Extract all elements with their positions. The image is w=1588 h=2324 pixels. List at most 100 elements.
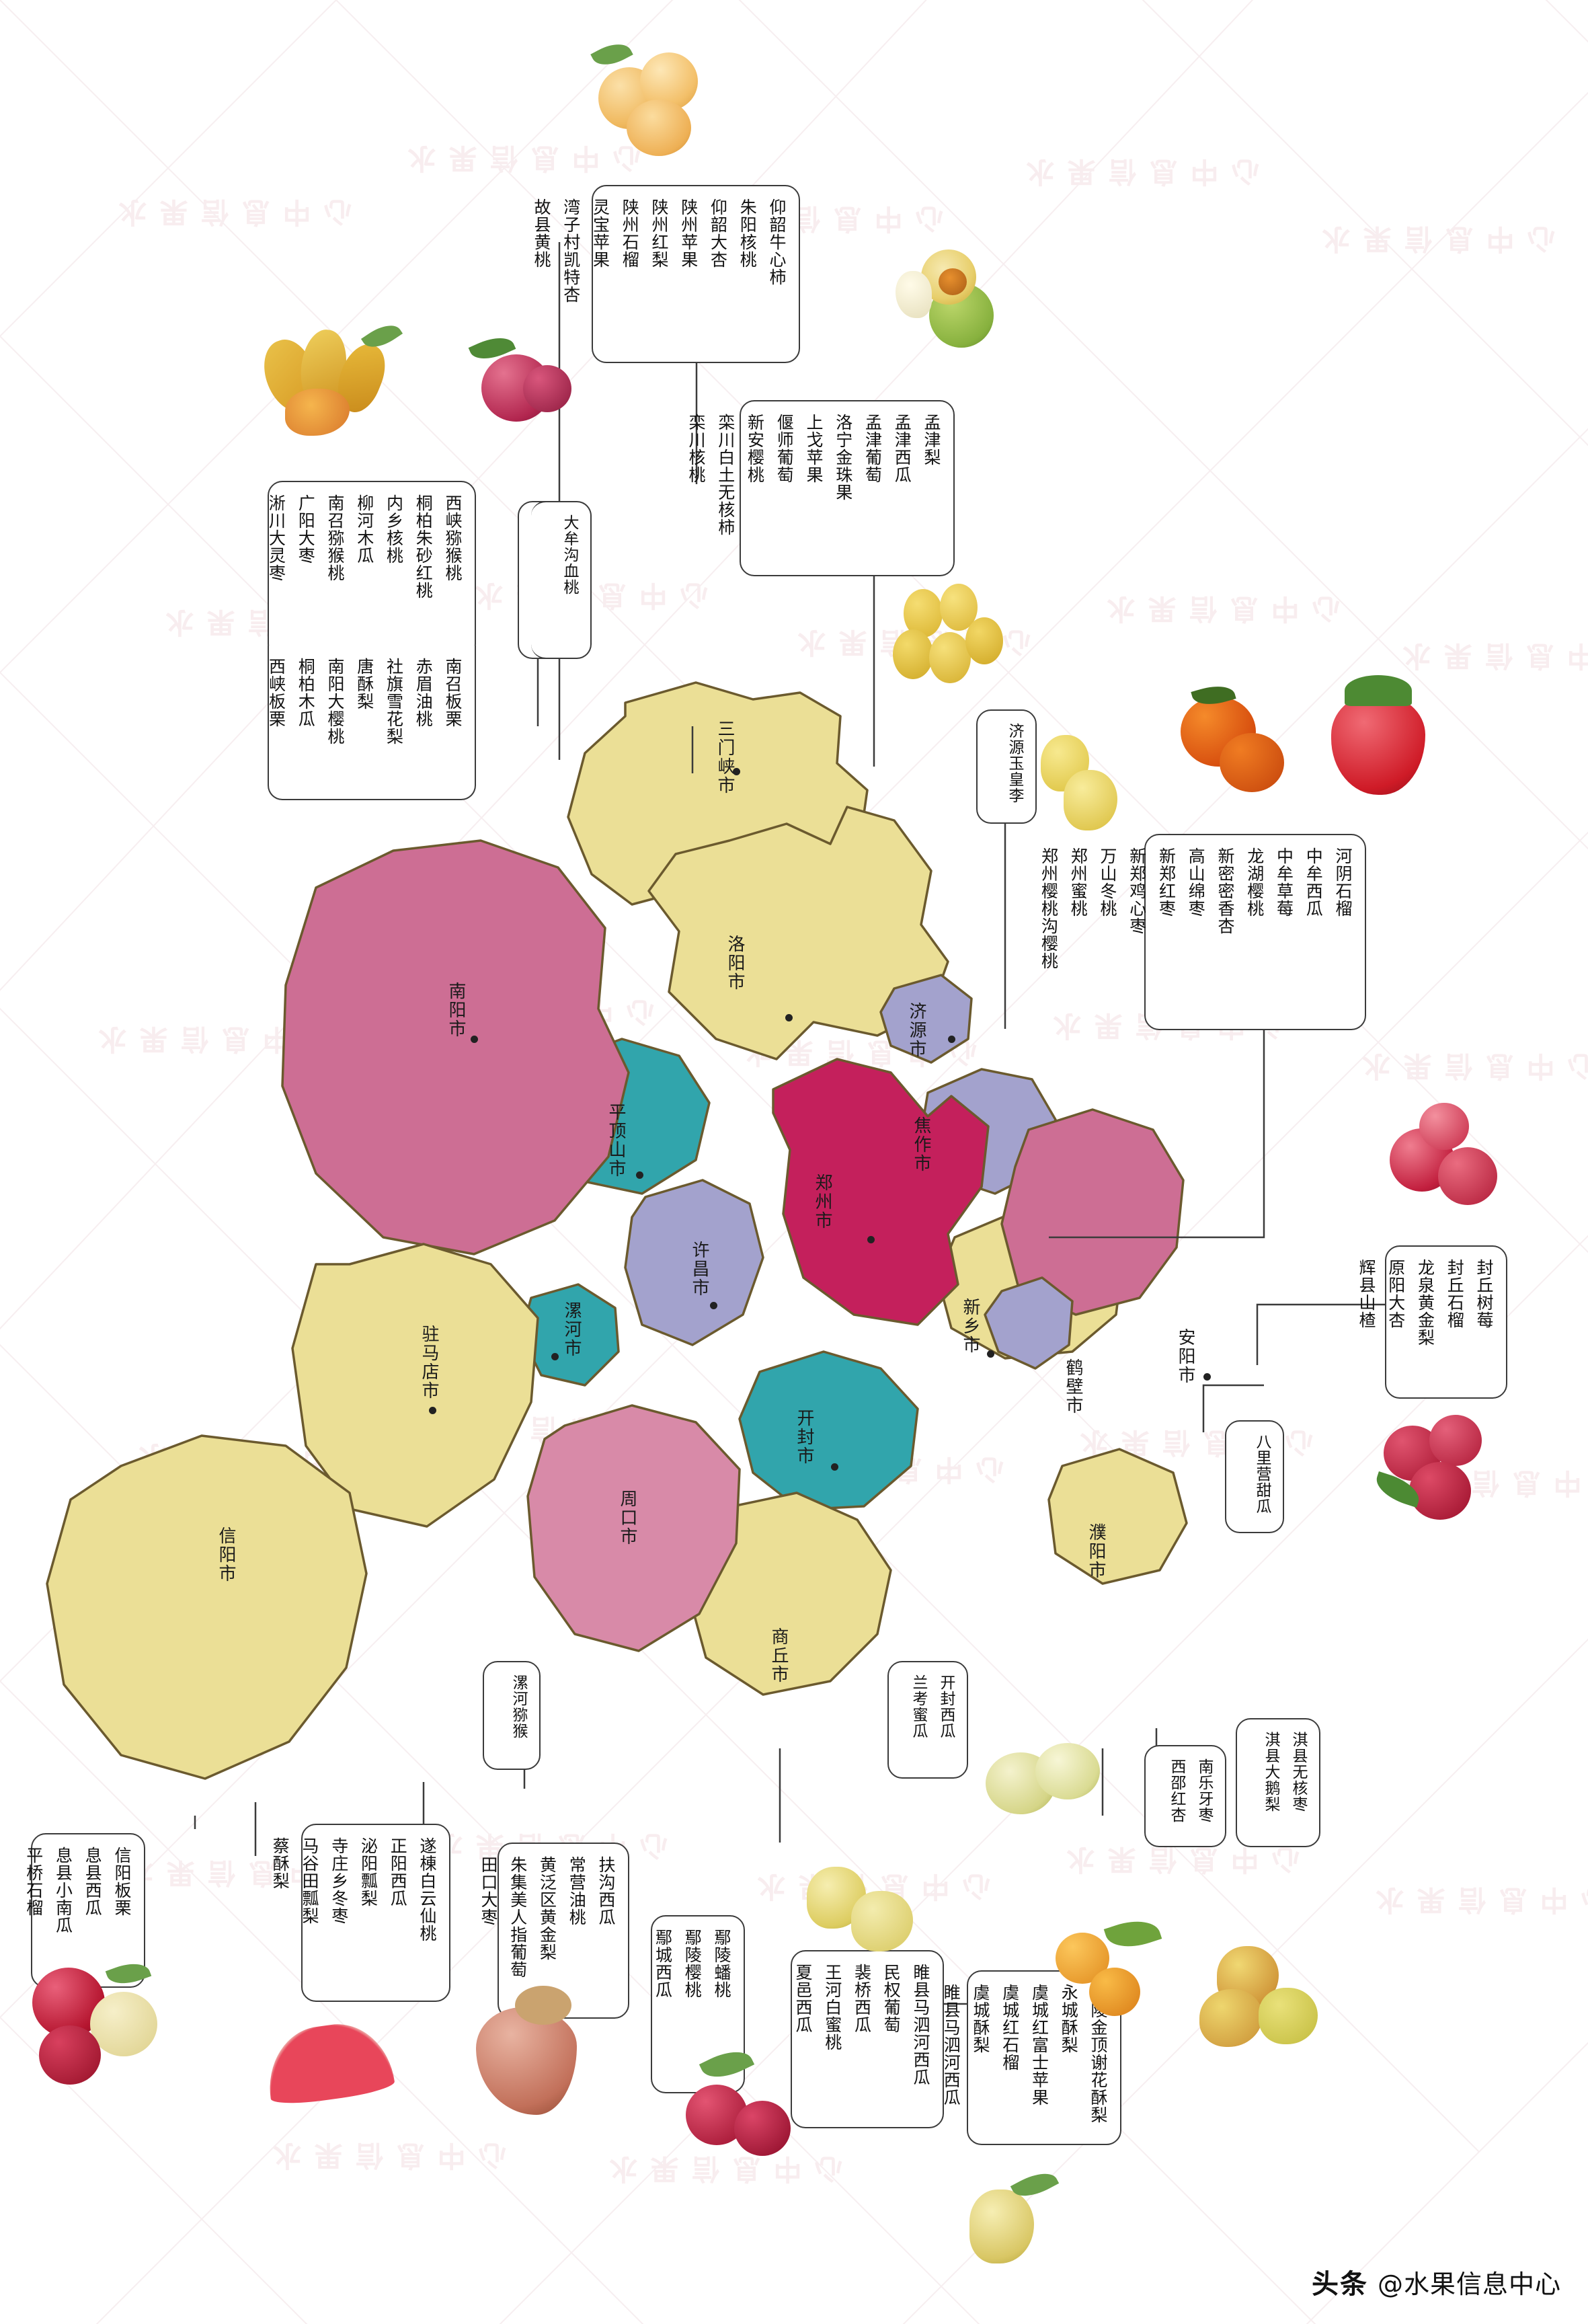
city-dot-zhumadian: [429, 1407, 436, 1414]
footer-credit: 头条 @水果信息中心: [1312, 2262, 1561, 2301]
callout-balìying[interactable]: 八里营甜瓜: [1225, 1420, 1284, 1533]
region-xinyang: [46, 1434, 368, 1780]
callout-col: 永城酥梨: [1059, 1984, 1079, 2054]
city-label-luohe: 漯河市: [561, 1301, 582, 1358]
callout-col: 封丘树莓: [1474, 1259, 1494, 1329]
city-label-shangqiu: 商丘市: [768, 1627, 789, 1684]
callout-col: 高山绵枣: [1186, 847, 1206, 917]
callout-col: 桐柏木瓜: [296, 658, 316, 728]
callout-col: 西邵红杏: [1167, 1758, 1185, 1823]
callout-yanling[interactable]: 鄢陵蟠桃 鄢陵樱桃 鄢城西瓜: [651, 1915, 745, 2093]
callout-col: 虞城酥梨: [971, 1984, 990, 2054]
city-label-zhoukou: 周口市: [617, 1489, 637, 1546]
callout-shangqiu-east[interactable]: 睢县马泗河西瓜 民权葡萄 裴桥西瓜 王河白蜜桃 夏邑西瓜: [791, 1950, 944, 2128]
callout-col: 南阳大樱桃: [325, 658, 345, 745]
callout-jiyuan[interactable]: 济源玉皇李: [976, 709, 1037, 824]
callout-zhengzhou[interactable]: 河阴石榴 中牟西瓜 中牟草莓 龙湖樱桃 新密密香杏 高山绵枣 新郑红枣 新郑鸡心…: [1039, 834, 1366, 1030]
callout-col: 淇县大鹅梨: [1261, 1732, 1279, 1812]
callout-col: 扶沟西瓜: [596, 1856, 616, 1926]
callout-luohe[interactable]: 漯河猕猴: [483, 1661, 541, 1770]
callout-xinxiang[interactable]: 封丘树莓 封丘石榴 龙泉黄金梨 原阳大杏 辉县山楂: [1357, 1245, 1507, 1399]
callout-col: 洛宁金珠果: [833, 414, 853, 501]
callout-damougou[interactable]: 大牟沟血桃: [531, 501, 592, 659]
city-dot-nanyang: [471, 1036, 478, 1043]
callout-col: 新郑鸡心枣: [1127, 847, 1147, 935]
city-dot-kaifeng: [831, 1463, 838, 1471]
callout-col: 故县黄桃: [532, 198, 551, 268]
callout-col: 夏邑西瓜: [793, 1964, 813, 2034]
callout-col: 孟津梨: [922, 414, 941, 466]
city-dot-luoyang: [785, 1014, 793, 1021]
callout-col: 信阳板栗: [112, 1847, 132, 1916]
callout-col: 内乡核桃: [384, 494, 404, 564]
account-handle: @水果信息中心: [1377, 2269, 1561, 2299]
city-dot-sanmenxia: [733, 768, 740, 775]
callout-col: 辉县山楂: [1357, 1259, 1376, 1329]
callout-col: 封丘石榴: [1445, 1259, 1465, 1329]
callout-col: 睢县马泗河西瓜: [911, 1964, 930, 2086]
callout-col: 河阴石榴: [1333, 847, 1353, 917]
callout-zhumadian[interactable]: 遂棟白云仙桃 正阳西瓜 泌阳瓢梨 寺庄乡冬枣 马谷田瓢梨 蔡酥梨: [270, 1824, 450, 2002]
callout-luoyang[interactable]: 孟津梨 孟津西瓜 孟津葡萄 洛宁金珠果 上戈苹果 偃师葡萄 新安樱桃 栾川白土无…: [686, 400, 955, 576]
callout-sanmenxia[interactable]: 仰韶牛心柿 朱阳核桃 仰韶大杏 陕州苹果 陕州红梨 陕州石榴 灵宝苹果 湾子村凯…: [532, 185, 800, 363]
city-dot-luohe: [551, 1353, 559, 1360]
callout-nanyang-2[interactable]: 南召板栗 赤眉油桃 社旗雪花梨 唐酥梨 南阳大樱桃 桐柏木瓜 西峡板栗: [266, 646, 476, 800]
callout-kaifeng[interactable]: 开封西瓜 兰考蜜瓜: [887, 1661, 968, 1779]
city-label-nanyang: 南阳市: [446, 982, 466, 1038]
callout-puyang[interactable]: 南乐牙枣 西邵红杏: [1144, 1745, 1226, 1847]
callout-col: 漯河猕猴: [510, 1674, 527, 1739]
city-label-xinxiang: 新乡市: [960, 1298, 980, 1354]
callout-col: 陕州石榴: [620, 198, 640, 268]
callout-col: 栾川核桃: [686, 414, 706, 483]
callout-col: 虞城红富士苹果: [1029, 1984, 1049, 2106]
callout-col: 南召板栗: [443, 658, 463, 728]
callout-nanyang[interactable]: 西峡猕猴桃 桐柏朱砂红桃 内乡核桃 柳河木瓜 南召猕猴桃 广阳大枣 淅川大灵枣: [266, 481, 476, 659]
callout-col: 万山冬桃: [1098, 847, 1117, 917]
city-label-luoyang: 洛阳市: [725, 935, 745, 991]
callout-col: 田口大枣: [479, 1856, 498, 1926]
city-label-anyang: 安阳市: [1175, 1328, 1195, 1385]
callout-col: 息县小南瓜: [53, 1847, 73, 1934]
callout-xinyang[interactable]: 信阳板栗 息县西瓜 息县小南瓜 平桥石榴: [24, 1833, 145, 1988]
callout-col: 黄泛区黄金梨: [537, 1856, 557, 1961]
callout-col: 柳河木瓜: [354, 494, 374, 564]
callout-zhoukou[interactable]: 扶沟西瓜 常营油桃 黄泛区黄金梨 朱集美人指葡萄 田口大枣: [479, 1843, 629, 2019]
callout-col: 社旗雪花梨: [384, 658, 404, 745]
callout-col: 西峡板栗: [266, 658, 286, 728]
callout-col: 龙泉黄金梨: [1415, 1259, 1435, 1346]
callout-col: 栾川白土无核柿: [715, 414, 736, 536]
callout-col: 龙湖樱桃: [1244, 847, 1265, 917]
callout-col: 王河白蜜桃: [822, 1964, 842, 2051]
region-kaifeng: [738, 1350, 919, 1511]
callout-col: 南乐牙枣: [1195, 1758, 1213, 1823]
callout-col: 鄢陵蟠桃: [712, 1929, 731, 1999]
city-dot-xuchang: [710, 1302, 717, 1309]
city-dot-jiyuan: [948, 1036, 955, 1043]
callout-col: 仰韶牛心柿: [767, 198, 787, 286]
callout-col: 兰考蜜瓜: [909, 1674, 927, 1739]
callout-col: 济源玉皇李: [1006, 723, 1023, 804]
callout-col: 宁陵金顶谢花酥梨: [1088, 1984, 1108, 2124]
callout-col: 泌阳瓢梨: [358, 1837, 379, 1907]
callout-col: 孟津西瓜: [892, 414, 912, 483]
region-zhumadian: [291, 1243, 539, 1528]
callout-col: 鄢陵樱桃: [682, 1929, 703, 1999]
callout-col: 常营油桃: [567, 1856, 587, 1926]
city-label-sanmenxia: 三门峡市: [715, 720, 735, 795]
callout-col: 中牟西瓜: [1304, 847, 1324, 917]
city-label-kaifeng: 开封市: [794, 1409, 814, 1465]
callout-col: 蔡酥梨: [270, 1837, 290, 1890]
callout-col: 淅川大灵枣: [266, 494, 286, 582]
callout-col: 新郑红枣: [1156, 847, 1177, 917]
callout-col: 上戈苹果: [804, 414, 824, 483]
callout-col: 正阳西瓜: [388, 1837, 408, 1907]
region-xuchang: [624, 1179, 764, 1346]
city-dot-anyang: [1203, 1373, 1211, 1381]
city-label-zhumadian: 驻马店市: [419, 1325, 439, 1400]
callout-hebi[interactable]: 淇县无核枣 淇县大鹅梨: [1236, 1718, 1320, 1847]
callout-col: 湾子村凯特杏: [561, 198, 581, 303]
callout-shangqiu[interactable]: 宁陵金顶谢花酥梨 永城酥梨 虞城红富士苹果 虞城红石榴 虞城酥梨 睢县马泗河西瓜: [941, 1970, 1121, 2145]
city-label-zhengzhou: 郑州市: [812, 1173, 832, 1230]
